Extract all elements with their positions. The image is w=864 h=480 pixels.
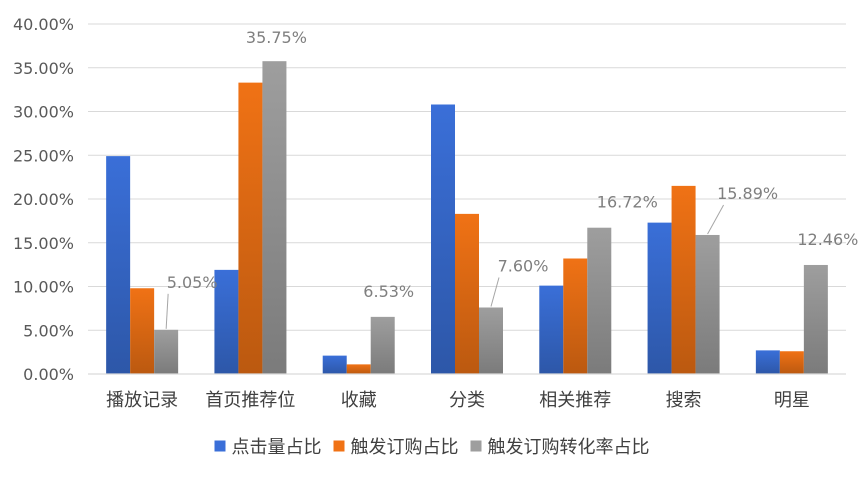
bar-3-4 (479, 307, 503, 374)
bar-1-3 (322, 355, 347, 374)
y-tick-label: 20.00% (13, 190, 74, 209)
y-tick-label: 15.00% (13, 234, 74, 253)
y-tick-label: 0.00% (23, 365, 74, 384)
y-tick-label: 30.00% (13, 103, 74, 122)
bar-1-6 (647, 222, 672, 374)
bar-1-4 (431, 104, 455, 374)
data-label: 7.60% (498, 257, 549, 276)
y-tick-label: 5.00% (23, 321, 74, 340)
bar-3-2 (262, 61, 287, 374)
data-label: 6.53% (363, 282, 414, 301)
legend-swatch (470, 440, 482, 452)
legend-swatch (333, 440, 345, 452)
y-axis-ticks: 0.00% 5.00% 10.00% 15.00% 20.00% 25.00% 30.00%… (13, 15, 74, 384)
data-label-leader (490, 277, 500, 307)
bar-2-6 (671, 185, 696, 374)
bar-3-5 (587, 227, 612, 374)
x-category-label: 首页推荐位 (205, 390, 295, 411)
x-category-label: 分类 (449, 390, 485, 411)
legend-swatch (214, 440, 226, 452)
x-category-label: 明星 (774, 390, 810, 411)
legend-label: 触发订购转化率占比 (488, 437, 650, 458)
data-label-leader (165, 293, 169, 329)
legend-label: 点击量占比 (232, 437, 322, 458)
bar-2-2 (238, 82, 263, 374)
bar-2-4 (455, 213, 479, 374)
x-category-label: 相关推荐 (539, 390, 611, 411)
x-category-label: 播放记录 (106, 390, 178, 411)
bar-3-6 (695, 234, 720, 374)
bar-2-5 (563, 258, 588, 374)
bar-2-1 (130, 288, 155, 374)
data-label: 16.72% (597, 193, 658, 212)
legend-label: 触发订购占比 (351, 437, 459, 458)
bar-3-1 (154, 329, 179, 374)
bars (106, 61, 828, 374)
data-label: 12.46% (797, 230, 858, 249)
data-label: 35.75% (246, 28, 307, 47)
y-tick-label: 10.00% (13, 278, 74, 297)
data-label-leader (707, 204, 725, 235)
bar-2-3 (346, 364, 371, 374)
data-label: 15.89% (717, 184, 778, 203)
y-tick-label: 40.00% (13, 15, 74, 34)
bar-1-5 (539, 285, 564, 374)
data-label: 5.05% (167, 273, 218, 292)
bar-3-7 (803, 264, 828, 374)
legend: 点击量占比 触发订购占比 触发订购转化率占比 (214, 437, 650, 458)
x-category-label: 搜索 (666, 390, 702, 411)
y-tick-label: 35.00% (13, 59, 74, 78)
bar-1-2 (214, 269, 239, 374)
bar-1-1 (106, 156, 131, 374)
bar-2-7 (779, 351, 804, 374)
data-labels: 5.05% 35.75% 6.53% 7.60% 16.72% 15.89% 12.46% (165, 28, 858, 329)
bar-3-3 (370, 316, 395, 374)
bar-1-7 (755, 350, 780, 374)
y-tick-label: 25.00% (13, 146, 74, 165)
x-axis-categories: 播放记录 首页推荐位 收藏 分类 相关推荐 搜索 明星 (106, 390, 810, 411)
x-category-label: 收藏 (341, 390, 377, 411)
